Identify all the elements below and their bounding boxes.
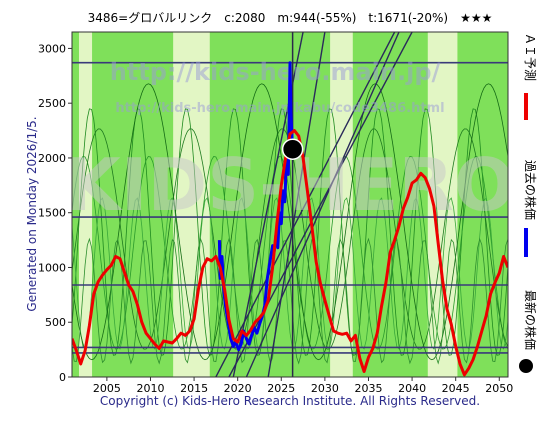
y-tick-label: 500 bbox=[45, 316, 66, 329]
y-tick-label: 1000 bbox=[38, 261, 66, 274]
light-band bbox=[78, 32, 93, 377]
chart-title: 3486=グロバルリンク c:2080 m:944(-55%) t:1671(-… bbox=[88, 11, 493, 25]
watermark-code-url: http://kids-hero.main.jp/kabu/code3486.h… bbox=[115, 101, 444, 116]
model-curves bbox=[72, 83, 508, 365]
past-price-line bbox=[217, 61, 295, 352]
x-tick-label: 2045 bbox=[442, 382, 470, 395]
trend-line bbox=[245, 32, 400, 377]
x-tick-label: 2015 bbox=[180, 382, 208, 395]
x-tick-label: 2025 bbox=[267, 382, 295, 395]
legend-forecast: ＡＩ予測 bbox=[523, 33, 537, 120]
y-tick-label: 0 bbox=[59, 371, 66, 384]
legend-latest: 最新の株価 bbox=[519, 290, 538, 373]
x-tick-label: 2040 bbox=[398, 382, 426, 395]
x-tick-label: 2005 bbox=[93, 382, 121, 395]
series-layer bbox=[72, 61, 508, 377]
copyright-footer: Copyright (c) Kids-Hero Research Institu… bbox=[100, 394, 480, 408]
y-axis: 0 500 1000 1500 2000 2500 3000 bbox=[38, 42, 72, 384]
watermark-url: http://kids-hero.main.jp/ bbox=[110, 58, 441, 86]
model-curve bbox=[72, 108, 508, 356]
y-tick-label: 1500 bbox=[38, 207, 66, 220]
model-curve bbox=[72, 156, 508, 350]
legend-past-label: 過去の株価 bbox=[523, 160, 538, 220]
x-tick-label: 2020 bbox=[224, 382, 252, 395]
trend-line bbox=[215, 32, 396, 377]
current-price-marker bbox=[281, 138, 304, 160]
legend-past: 過去の株価 bbox=[523, 160, 538, 257]
x-tick-label: 2050 bbox=[485, 382, 513, 395]
trend-line bbox=[267, 32, 326, 377]
y-tick-label: 2000 bbox=[38, 152, 66, 165]
x-tick-label: 2030 bbox=[311, 382, 339, 395]
y-tick-label: 2500 bbox=[38, 97, 66, 110]
legend: ＡＩ予測 過去の株価 最新の株価 bbox=[519, 33, 538, 373]
x-tick-label: 2010 bbox=[136, 382, 164, 395]
model-curve bbox=[72, 83, 508, 361]
model-curve bbox=[72, 197, 508, 350]
plot-frame bbox=[71, 31, 509, 378]
plot-area: KIDS-HERO http://kids-hero.main.jp/ http… bbox=[72, 32, 508, 377]
y-tick-label: 3000 bbox=[38, 42, 66, 55]
legend-forecast-label: ＡＩ予測 bbox=[523, 33, 537, 81]
legend-latest-label: 最新の株価 bbox=[523, 290, 538, 350]
generated-date-label: Generated on Monday 2026/1/5. bbox=[25, 116, 39, 311]
x-axis: 2005 2010 2015 2020 2025 2030 2035 2040 2045 2050 bbox=[93, 377, 513, 395]
legend-latest-dot bbox=[519, 359, 533, 373]
forecast-line bbox=[72, 129, 508, 377]
x-tick-label: 2035 bbox=[354, 382, 382, 395]
